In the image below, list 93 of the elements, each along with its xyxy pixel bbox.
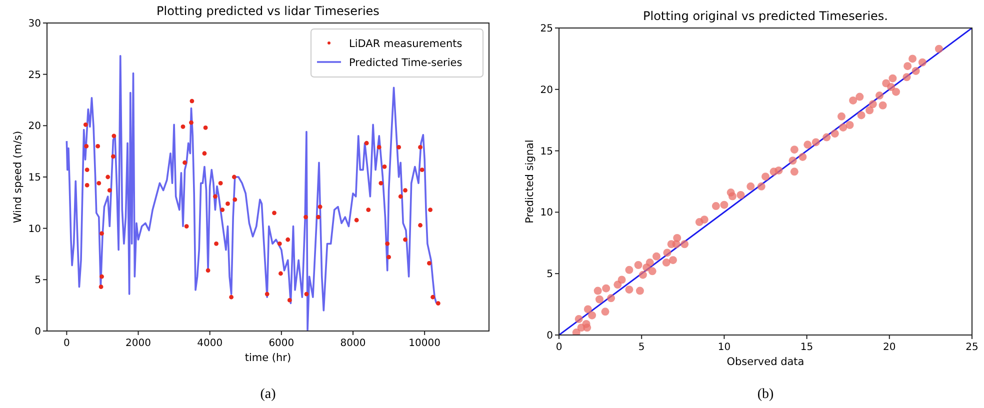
point	[96, 180, 102, 186]
point	[385, 242, 390, 246]
point	[396, 145, 402, 150]
point	[202, 151, 207, 156]
point	[220, 208, 225, 212]
point	[84, 168, 90, 172]
point	[98, 284, 104, 290]
point	[418, 223, 422, 228]
y-tick-label: 15	[540, 146, 553, 158]
x-tick-label: 6000	[268, 338, 294, 349]
y-axis-title: Wind speed (m/s)	[12, 130, 24, 224]
point	[264, 292, 270, 296]
x-tick-label: 15	[800, 342, 814, 353]
point	[398, 194, 403, 199]
point	[83, 122, 88, 127]
y-tick-label: 10	[28, 224, 41, 235]
point	[232, 174, 236, 180]
x-tick-label: 8000	[340, 338, 366, 349]
x-tick-label: 0	[63, 338, 70, 349]
text: (b)	[757, 387, 774, 402]
point	[180, 124, 186, 129]
y-axis-title: Predicted signal	[524, 140, 536, 224]
y-tick-label: 10	[540, 208, 553, 219]
y-tick-label: 0	[546, 330, 553, 342]
point	[428, 208, 433, 212]
point	[430, 294, 436, 300]
y-tick-label: 30	[28, 18, 41, 30]
y-tick-label: 5	[34, 275, 41, 286]
point	[213, 194, 218, 199]
point	[189, 120, 194, 125]
x-axis-title: time (hr)	[244, 352, 292, 364]
point	[403, 188, 408, 193]
x-axis-title: Observed data	[726, 356, 804, 368]
y-tick-label: 25	[28, 70, 41, 81]
point	[378, 180, 384, 186]
point	[436, 301, 440, 306]
y-tick-label: 25	[540, 24, 553, 34]
point	[232, 197, 238, 202]
point	[420, 168, 424, 172]
point	[107, 188, 112, 193]
point	[386, 254, 391, 260]
y-tick-label: 5	[546, 269, 553, 280]
x-tick-label: 2000	[126, 338, 151, 349]
legend-label: Predicted Time-series	[349, 57, 462, 69]
point	[277, 242, 282, 246]
point	[278, 271, 283, 276]
x-tick-label: 5	[638, 342, 645, 353]
x-tick-label: 4000	[197, 338, 223, 349]
y-tick-label: 20	[540, 84, 553, 96]
point	[111, 154, 116, 159]
x-tick-label: 10000	[408, 338, 440, 349]
chart-title: Plotting predicted vs lidar Timeseries	[156, 4, 380, 18]
point	[182, 160, 187, 165]
point	[304, 292, 309, 296]
point	[218, 180, 223, 186]
point	[84, 183, 90, 188]
text: (a)	[260, 387, 276, 402]
point	[184, 224, 189, 228]
point	[206, 268, 210, 273]
point	[226, 201, 230, 206]
point	[106, 174, 110, 180]
x-tick-label: 25	[966, 342, 978, 353]
point	[354, 218, 359, 222]
x-tick-label: 0	[556, 342, 562, 353]
point	[287, 298, 292, 302]
y-tick-label: 15	[28, 172, 41, 184]
point	[418, 145, 422, 150]
point	[112, 134, 116, 138]
point	[203, 126, 208, 130]
point	[316, 214, 320, 220]
point	[229, 294, 234, 300]
chart-title: Plotting original vs predicted Timeseries.	[643, 9, 888, 23]
point	[100, 274, 104, 279]
point	[286, 237, 290, 242]
point	[427, 261, 432, 266]
y-tick-label: 0	[34, 326, 41, 338]
point	[272, 210, 276, 216]
x-tick-label: 10	[718, 342, 731, 353]
point	[376, 145, 382, 150]
x-tick-label: 20	[883, 342, 896, 353]
point	[190, 98, 194, 104]
point	[84, 144, 89, 148]
point	[364, 140, 369, 146]
point	[318, 204, 322, 209]
point	[214, 242, 218, 246]
point	[304, 214, 308, 220]
point	[96, 144, 100, 148]
point	[382, 164, 387, 169]
y-tick-label: 20	[28, 121, 41, 132]
point	[403, 237, 408, 242]
point	[366, 208, 371, 212]
point	[100, 231, 104, 236]
legend-label: LiDAR measurements	[349, 38, 462, 50]
